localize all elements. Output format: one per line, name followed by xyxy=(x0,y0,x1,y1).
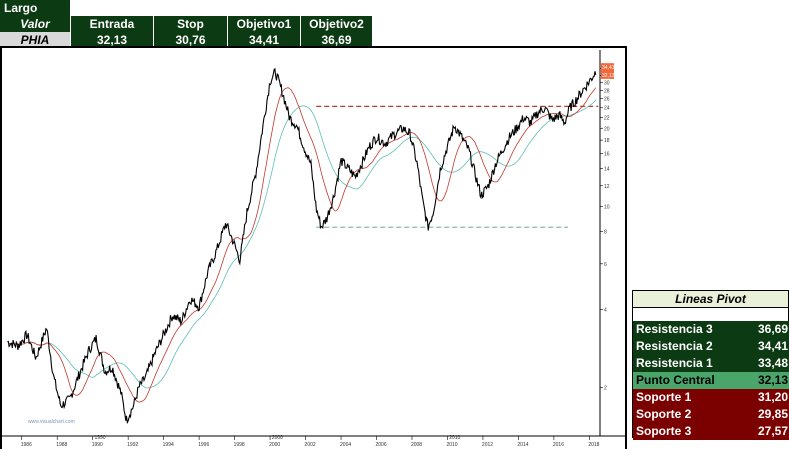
pivot-row-name: Soporte 1 xyxy=(636,390,692,404)
pivot-row-value: 32,13 xyxy=(757,373,788,387)
header-objetivo2: Objetivo2 xyxy=(301,16,373,32)
pivot-row-value: 34,41 xyxy=(757,339,788,353)
pivot-row-name: Resistencia 1 xyxy=(636,356,713,370)
pivot-row-value: 33,48 xyxy=(757,356,788,370)
y-tick-label: 28 xyxy=(604,88,610,94)
pivot-row-name: Resistencia 3 xyxy=(636,322,713,336)
header-valor: Valor xyxy=(0,16,71,32)
x-tick-label: 1990 xyxy=(92,442,103,448)
x-tick-label: 2012 xyxy=(482,442,493,448)
x-tick-label: 2000 xyxy=(269,442,280,448)
decade-label: 2010 xyxy=(449,435,460,441)
pivot-row: Resistencia 1 33,48 xyxy=(633,355,789,372)
pivot-row: Punto Central 32,13 xyxy=(633,372,789,389)
pivot-row: Soporte 1 31,20 xyxy=(633,389,789,406)
pivot-row: Resistencia 3 36,69 xyxy=(633,321,789,338)
x-tick-label: 1998 xyxy=(234,442,245,448)
y-tick-label: 14 xyxy=(604,166,610,172)
x-tick-label: 1986 xyxy=(21,442,32,448)
decade-label: 2000 xyxy=(272,435,283,441)
y-tick-label: 2 xyxy=(604,386,607,392)
objetivo2-value: 36,69 xyxy=(301,32,373,48)
x-tick-label: 1994 xyxy=(163,442,174,448)
y-tick-label: 4 xyxy=(604,307,607,313)
pivot-row-name: Soporte 2 xyxy=(636,407,692,421)
y-tick-label: 6 xyxy=(604,262,607,268)
pivot-row-value: 31,20 xyxy=(757,390,788,404)
x-tick-label: 2010 xyxy=(446,442,457,448)
pivot-row: Soporte 3 27,57 xyxy=(633,423,789,440)
x-tick-label: 2006 xyxy=(376,442,387,448)
x-tick-label: 2008 xyxy=(411,442,422,448)
price-tag-label: 34,41 xyxy=(602,65,615,71)
price-series xyxy=(7,67,597,425)
y-tick-label: 8 xyxy=(604,229,607,235)
y-tick-label: 16 xyxy=(604,151,610,157)
x-tick-label: 1996 xyxy=(198,442,209,448)
pivot-row-value: 27,57 xyxy=(757,424,788,438)
decade-label: 1990 xyxy=(94,435,105,441)
pivot-row-value: 29,85 xyxy=(757,407,788,421)
x-tick-label: 2016 xyxy=(553,442,564,448)
x-tick-label: 1988 xyxy=(56,442,67,448)
pivot-panel: Lineas Pivot Resistencia 3 36,69 Resistenc… xyxy=(632,290,789,440)
price-chart[interactable]: 3432302826242220181614121086421986198819… xyxy=(0,46,627,449)
y-tick-label: 18 xyxy=(604,138,610,144)
ticker-cell: PHIA xyxy=(0,32,71,48)
y-tick-label: 10 xyxy=(604,204,610,210)
y-tick-label: 22 xyxy=(604,116,610,122)
x-tick-label: 2004 xyxy=(340,442,351,448)
x-tick-label: 2002 xyxy=(305,442,316,448)
entrada-value: 32,13 xyxy=(71,32,154,48)
pivot-row: Soporte 2 29,85 xyxy=(633,406,789,423)
header-stop: Stop xyxy=(154,16,228,32)
y-tick-label: 24 xyxy=(604,106,610,112)
moving-average-red xyxy=(7,87,597,403)
price-tag xyxy=(601,70,614,79)
y-tick-label: 12 xyxy=(604,184,610,190)
pivot-row-name: Resistencia 2 xyxy=(636,339,713,353)
x-tick-label: 2014 xyxy=(517,442,528,448)
header-objetivo1: Objetivo1 xyxy=(228,16,301,32)
pivot-title: Lineas Pivot xyxy=(633,291,788,308)
stop-value: 30,76 xyxy=(154,32,228,48)
y-tick-label: 26 xyxy=(604,97,610,103)
x-tick-label: 2018 xyxy=(588,442,599,448)
price-tag-label: 32,13 xyxy=(602,73,615,79)
price-tag xyxy=(601,63,614,72)
y-tick-label: 30 xyxy=(604,81,610,87)
objetivo1-value: 34,41 xyxy=(228,32,301,48)
watermark: www.visualchart.com xyxy=(28,419,75,425)
y-tick-label: 20 xyxy=(604,126,610,132)
pivot-row-name: Punto Central xyxy=(636,373,715,387)
pivot-row: Resistencia 2 34,41 xyxy=(633,338,789,355)
x-tick-label: 1992 xyxy=(127,442,138,448)
pivot-row-name: Soporte 3 xyxy=(636,424,692,438)
header-entrada: Entrada xyxy=(71,16,154,32)
pivot-row-value: 36,69 xyxy=(757,322,788,336)
direction-label: Largo xyxy=(0,0,71,16)
chart-canvas[interactable]: 3432302826242220181614121086421986198819… xyxy=(2,48,627,451)
